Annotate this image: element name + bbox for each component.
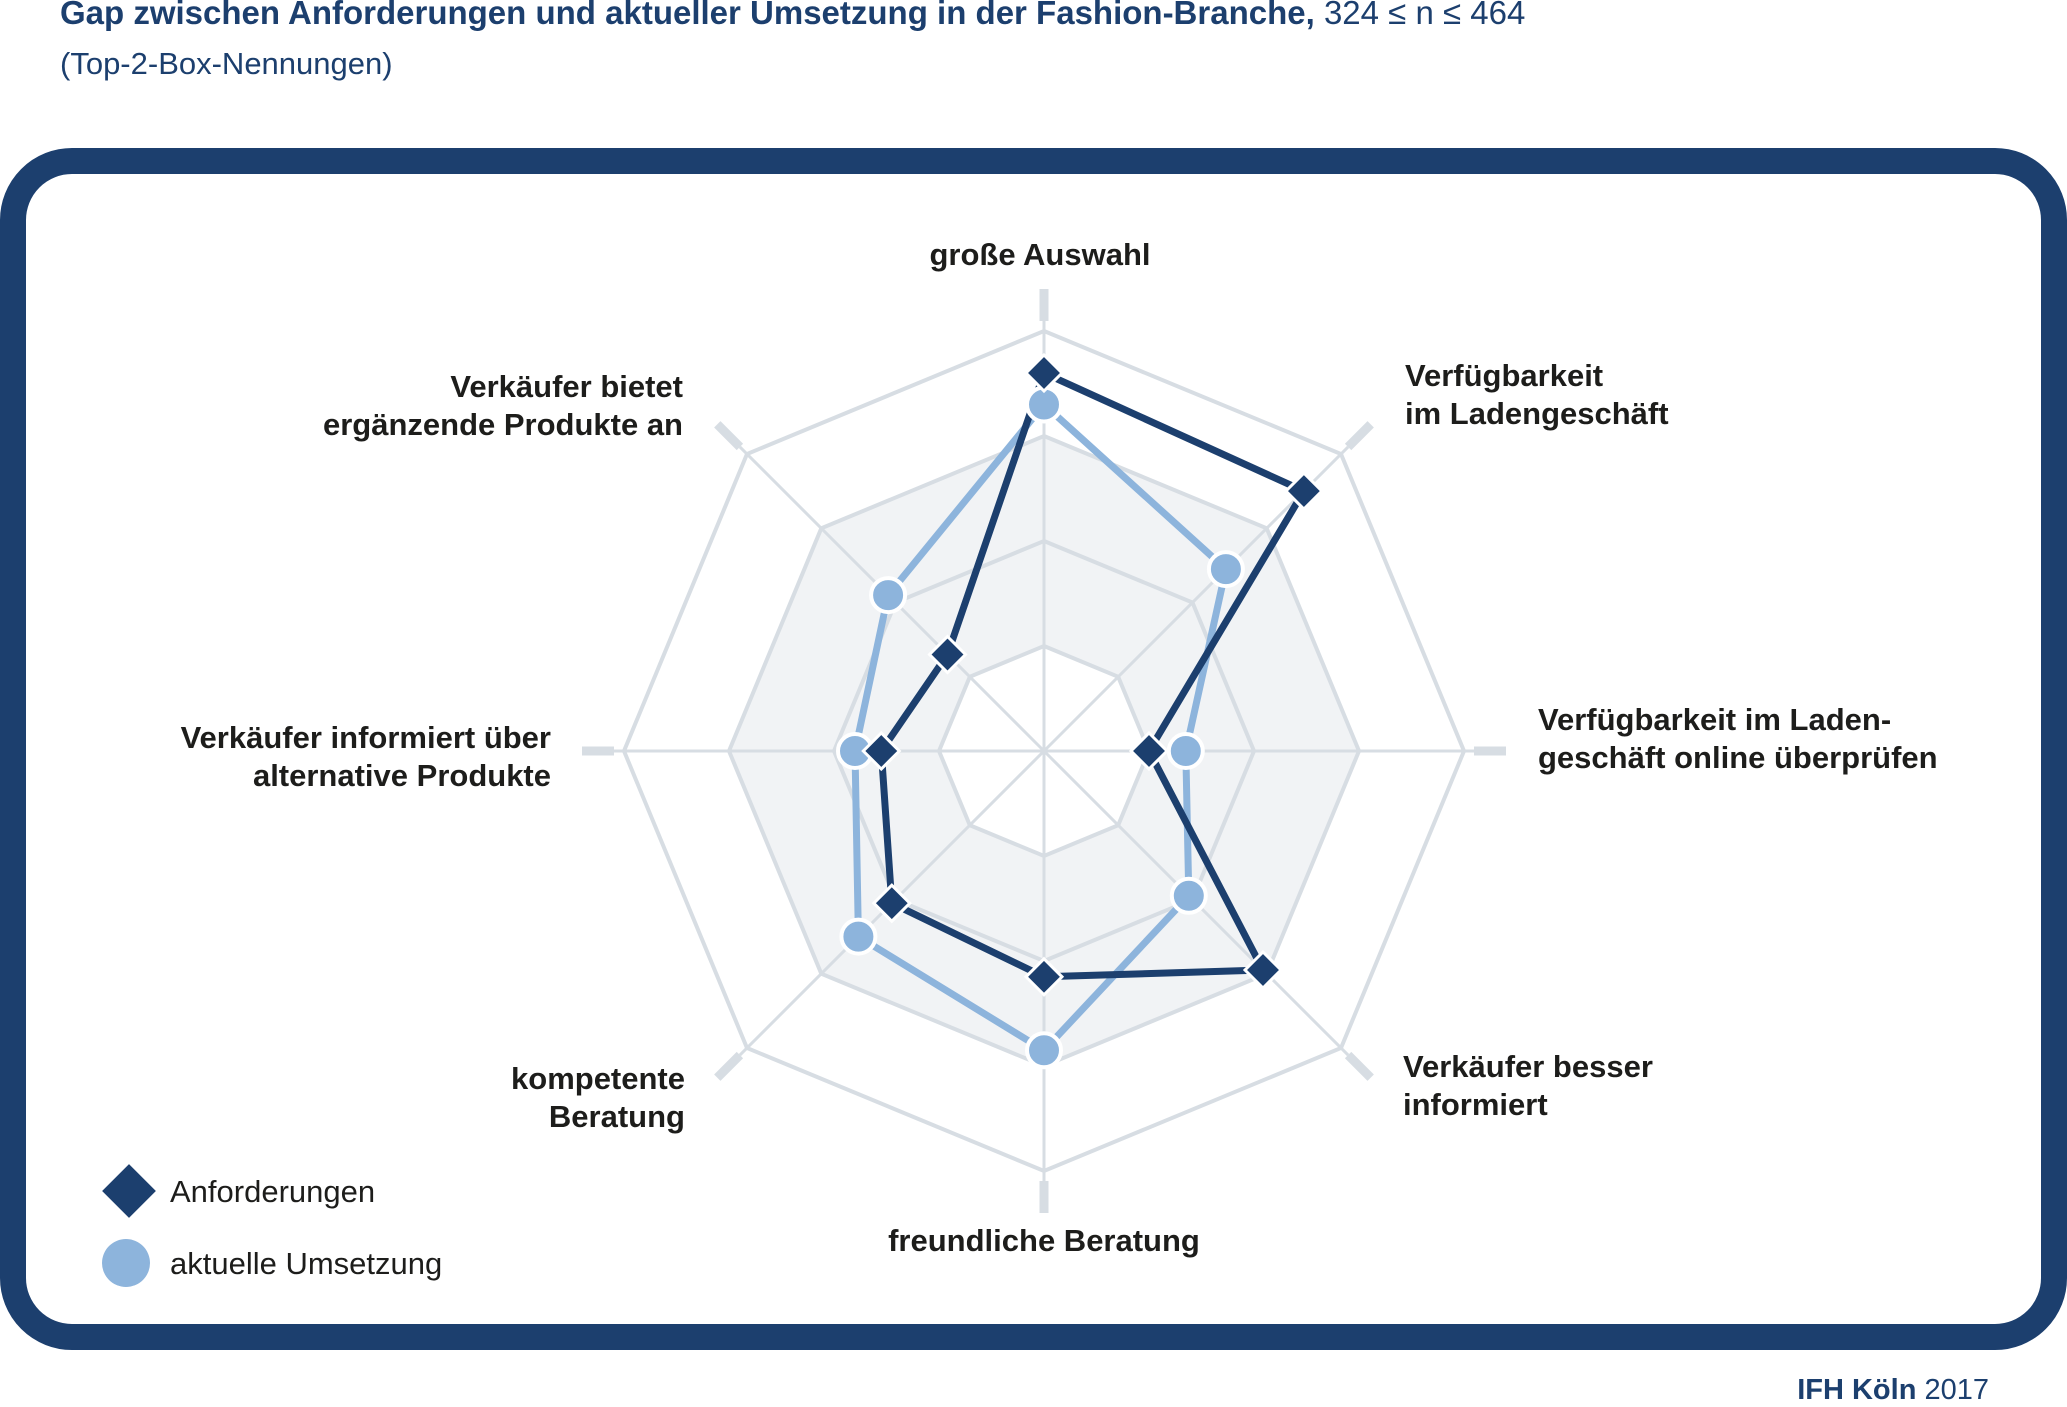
axis-label-line: Verkäufer besser [1403,1049,1653,1084]
chart-subtitle: (Top-2-Box-Nennungen) [60,46,393,81]
circle-icon [102,1239,150,1287]
axis-label-line: alternative Produkte [253,758,551,793]
axis-label-line: Beratung [549,1099,685,1134]
axis-label-line: große Auswahl [929,237,1150,272]
axis-spoke-cap [1344,1051,1374,1081]
radar-spokes [582,289,1506,1213]
diamond-icon [102,1164,156,1218]
legend-label: Anforderungen [170,1174,375,1209]
source-credit: IFH Köln 2017 [1797,1374,1989,1407]
axis-label-2: Verfügbarkeit im Ladengeschäft [1405,358,1669,431]
axis-label-3: Verfügbarkeit im Laden-geschäft online ü… [1538,702,1938,775]
axis-label-line: ergänzende Produkte an [323,407,683,442]
axis-spoke-cap [714,421,744,451]
chart-title: Gap zwischen Anforderungen und aktueller… [60,0,1525,32]
axis-label-line: im Ladengeschäft [1405,396,1669,431]
legend-item-implementation[interactable]: aktuelle Umsetzung [102,1239,442,1287]
data-point-requirements [1023,956,1065,997]
radar-markers [836,352,1325,1070]
data-point-requirements [861,730,902,772]
legend-label: aktuelle Umsetzung [170,1246,442,1281]
data-point-requirements [1283,470,1325,512]
data-point-requirements [927,634,968,675]
data-point-implementation [869,576,908,615]
legend-item-requirements[interactable]: Anforderungen [102,1164,375,1218]
data-point-implementation [1206,550,1245,589]
axis-label-5: freundliche Beratung [888,1223,1200,1258]
axis-spoke-cap [714,1051,744,1081]
axis-label-6: kompetente Beratung [511,1061,685,1134]
axis-labels: große Auswahl Verfügbarkeit im Ladengeschä… [181,237,1938,1258]
axis-label-4: Verkäufer besser informiert [1403,1049,1653,1122]
data-point-implementation [1025,1031,1063,1070]
source-name: IFH Köln [1797,1374,1917,1406]
axis-label-line: freundliche Beratung [888,1223,1200,1258]
axis-label-line: kompetente [511,1061,685,1096]
axis-label-line: geschäft online überprüfen [1538,740,1938,775]
axis-label-line: Verfügbarkeit [1405,358,1603,393]
axis-label-line: informiert [1403,1087,1548,1122]
axis-label-line: Verfügbarkeit im Laden- [1538,702,1891,737]
axis-label-1: große Auswahl [929,237,1150,272]
axis-label-8: Verkäufer bietet ergänzende Produkte an [323,369,683,442]
legend: Anforderungen aktuelle Umsetzung [102,1164,442,1287]
chart-frame [0,148,2067,1350]
source-year: 2017 [1924,1374,1989,1406]
data-point-implementation [839,917,878,956]
axis-label-line: Verkäufer bietet [450,369,683,404]
data-point-requirements [1242,949,1284,991]
axis-label-7: Verkäufer informiert über alternative Pro… [181,720,551,793]
axis-label-line: Verkäufer informiert über [181,720,551,755]
data-point-requirements [871,883,912,924]
chart-title-sample-size: 324 ≤ n ≤ 464 [1323,0,1526,31]
data-point-requirements [1128,730,1170,772]
axis-spoke-cap [1344,421,1374,451]
data-point-implementation [1166,732,1205,770]
data-point-requirements [1023,352,1065,394]
chart-title-main: Gap zwischen Anforderungen und aktueller… [60,0,1315,31]
data-point-implementation [1169,876,1208,915]
